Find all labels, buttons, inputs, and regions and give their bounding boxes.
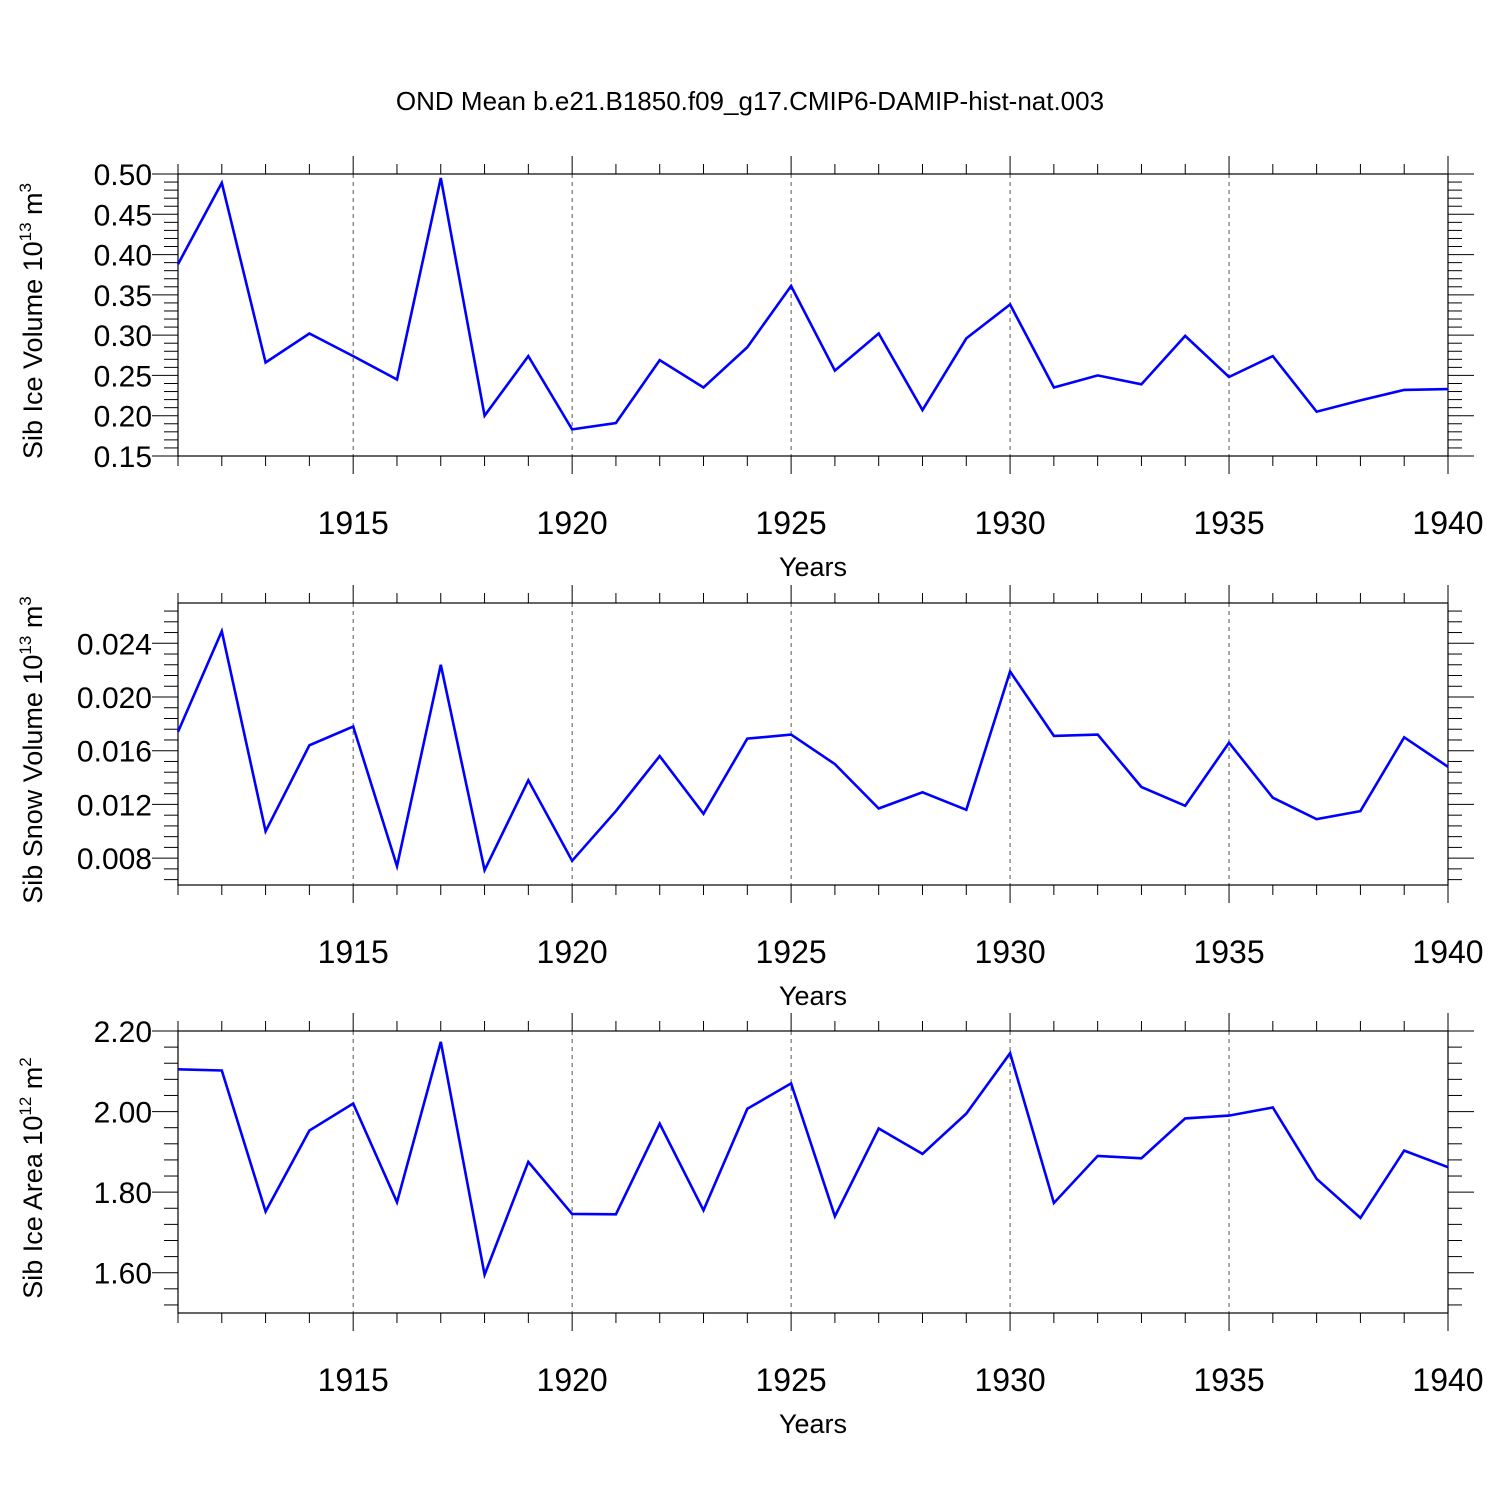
y-tick-label: 0.012 [77,789,152,822]
chart-panel-1: 1915 1920 1925 1930 1935 1940 0.15 0.20 0.25 0.30… [16,156,1484,582]
y-axis-label: Sib Ice Area 1012 m2 [16,1057,48,1299]
x-tick-label: 1915 [318,1362,389,1398]
x-tick-label: 1925 [756,1362,827,1398]
y-tick-label: 0.25 [94,360,152,393]
x-tick-label: 1940 [1412,505,1483,541]
x-tick-label: 1925 [756,505,827,541]
y-tick-label: 0.020 [77,682,152,715]
x-tick-label: 1930 [974,505,1045,541]
chart-panel-3: 1915 1920 1925 1930 1935 1940 1.60 1.80 2.00 2.20… [16,1013,1484,1439]
chart-panel-2: 1915 1920 1925 1930 1935 1940 0.008 0.012 0.016 0… [16,585,1484,1011]
x-tick-label: 1920 [537,1362,608,1398]
y-tick-label: 2.00 [94,1097,152,1130]
plot-frame [177,173,1449,457]
x-axis-label: Years [779,552,847,582]
x-tick-label: 1915 [318,505,389,541]
y-tick-label: 0.15 [94,441,152,474]
x-tick-label: 1930 [974,934,1045,970]
x-tick-label: 1925 [756,934,827,970]
figure-title: OND Mean b.e21.B1850.f09_g17.CMIP6-DAMIP… [396,86,1104,116]
plot-frame [177,1030,1449,1314]
x-tick-label: 1940 [1412,934,1483,970]
x-axis-label: Years [779,981,847,1011]
y-tick-label: 0.008 [77,843,152,876]
x-tick-label: 1940 [1412,1362,1483,1398]
series-line [176,177,1449,431]
y-tick-label: 0.30 [94,320,152,353]
series-line [177,1041,1449,1280]
y-tick-label: 2.20 [94,1016,152,1049]
y-tick-label: 0.40 [94,240,152,273]
y-tick-label: 1.80 [94,1177,152,1210]
y-tick-label: 0.35 [94,280,152,313]
y-tick-label: 0.20 [94,401,152,434]
x-tick-label: 1935 [1193,1362,1264,1398]
plot-frame [177,602,1449,886]
y-tick-label: 1.60 [94,1258,152,1291]
x-axis-label: Years [779,1409,847,1439]
x-tick-label: 1935 [1193,505,1264,541]
y-axis-label: Sib Ice Volume 1013 m3 [16,183,48,459]
x-tick-label: 1920 [537,505,608,541]
series-line [176,626,1449,875]
x-tick-label: 1915 [318,934,389,970]
y-tick-label: 0.45 [94,199,152,232]
y-tick-label: 0.024 [77,628,152,661]
y-tick-label: 0.50 [94,159,152,192]
x-tick-label: 1935 [1193,934,1264,970]
y-tick-label: 0.016 [77,736,152,769]
panels: 1915 1920 1925 1930 1935 1940 0.15 0.20 0.25 0.30… [16,156,1484,1439]
y-axis-label: Sib Snow Volume 1013 m3 [16,596,48,904]
x-tick-label: 1920 [537,934,608,970]
x-tick-label: 1930 [974,1362,1045,1398]
